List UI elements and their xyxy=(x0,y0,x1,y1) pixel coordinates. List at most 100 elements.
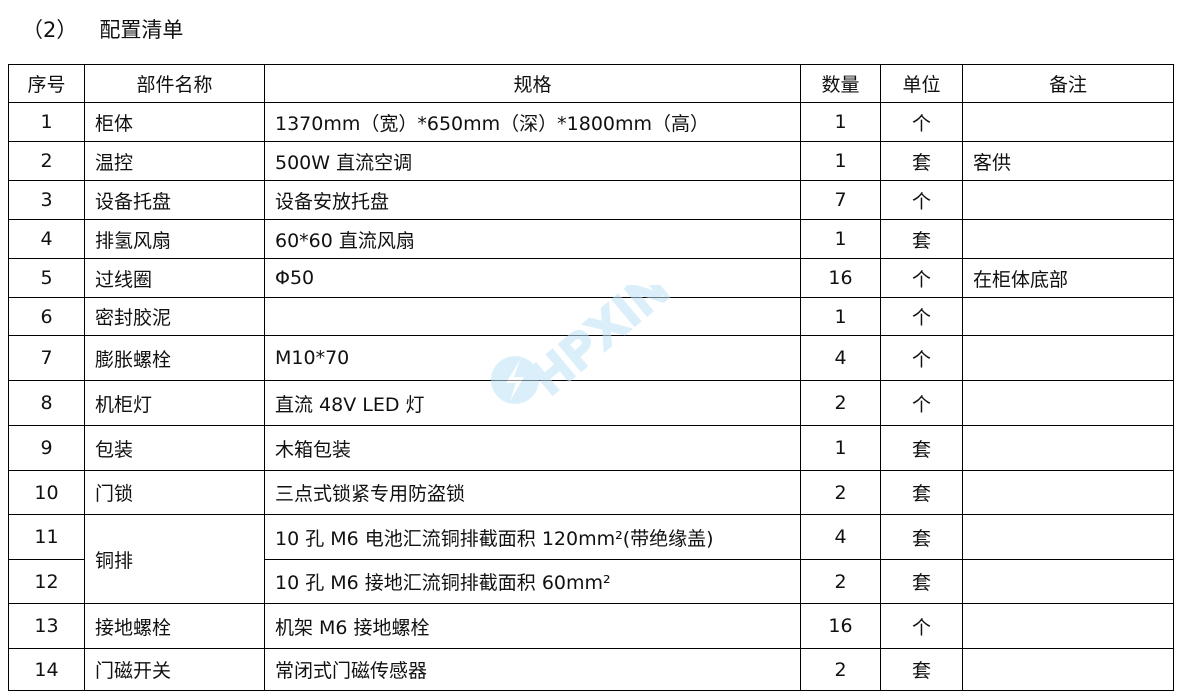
cell-spec: 10 孔 M6 电池汇流铜排截面积 120mm²(带绝缘盖) xyxy=(264,514,801,560)
cell-note: 在柜体底部 xyxy=(962,258,1174,298)
section-heading: 配置清单 xyxy=(99,18,184,42)
cell-spec: Φ50 xyxy=(264,258,801,298)
cell-note xyxy=(962,470,1174,515)
cell-spec: 500W 直流空调 xyxy=(264,141,801,181)
header-qty: 数量 xyxy=(800,64,881,103)
cell-no: 1 xyxy=(8,102,85,142)
cell-no: 7 xyxy=(8,335,85,381)
cell-note xyxy=(962,219,1174,259)
cell-spec: 直流 48V LED 灯 xyxy=(264,380,801,426)
cell-note xyxy=(962,603,1174,649)
table-row: 7 膨胀螺栓 M10*70 4 个 xyxy=(8,335,1174,381)
cell-no: 5 xyxy=(8,258,85,298)
cell-qty: 16 xyxy=(800,258,881,298)
header-name: 部件名称 xyxy=(84,64,265,103)
table-row: 3 设备托盘 设备安放托盘 7 个 xyxy=(8,180,1174,220)
cell-note xyxy=(962,335,1174,381)
cell-note xyxy=(962,648,1174,691)
cell-qty: 1 xyxy=(800,102,881,142)
cell-qty: 1 xyxy=(800,219,881,259)
cell-qty: 1 xyxy=(800,425,881,471)
cell-spec: M10*70 xyxy=(264,335,801,381)
cell-qty: 2 xyxy=(800,380,881,426)
cell-note xyxy=(962,102,1174,142)
config-table: 序号 部件名称 规格 数量 单位 备注 1 柜体 1370mm（宽）*650mm（深… xyxy=(8,64,1174,691)
cell-no: 11 xyxy=(8,514,85,560)
cell-name: 包装 xyxy=(84,425,265,471)
table-row: 12 10 孔 M6 接地汇流铜排截面积 60mm² 2 套 xyxy=(8,559,1174,604)
cell-name: 铜排 xyxy=(84,514,265,604)
cell-name: 门锁 xyxy=(84,470,265,515)
cell-spec: 60*60 直流风扇 xyxy=(264,219,801,259)
cell-qty: 1 xyxy=(800,141,881,181)
cell-spec: 三点式锁紧专用防盗锁 xyxy=(264,470,801,515)
cell-unit: 个 xyxy=(880,335,963,381)
cell-unit: 个 xyxy=(880,258,963,298)
cell-qty: 2 xyxy=(800,470,881,515)
cell-name: 过线圈 xyxy=(84,258,265,298)
cell-name: 温控 xyxy=(84,141,265,181)
cell-no: 6 xyxy=(8,297,85,336)
cell-no: 9 xyxy=(8,425,85,471)
cell-note: 客供 xyxy=(962,141,1174,181)
cell-no: 14 xyxy=(8,648,85,691)
cell-unit: 个 xyxy=(880,297,963,336)
cell-unit: 套 xyxy=(880,514,963,560)
cell-note xyxy=(962,297,1174,336)
cell-qty: 16 xyxy=(800,603,881,649)
cell-spec: 木箱包装 xyxy=(264,425,801,471)
table-row: 9 包装 木箱包装 1 套 xyxy=(8,425,1174,471)
section-title: （2） 配置清单 xyxy=(22,14,205,44)
cell-name: 设备托盘 xyxy=(84,180,265,220)
cell-unit: 套 xyxy=(880,470,963,515)
cell-unit: 个 xyxy=(880,603,963,649)
cell-qty: 1 xyxy=(800,297,881,336)
cell-note xyxy=(962,425,1174,471)
cell-unit: 套 xyxy=(880,425,963,471)
cell-note xyxy=(962,180,1174,220)
cell-no: 4 xyxy=(8,219,85,259)
cell-name: 接地螺栓 xyxy=(84,603,265,649)
cell-unit: 套 xyxy=(880,648,963,691)
header-unit: 单位 xyxy=(880,64,963,103)
cell-qty: 4 xyxy=(800,335,881,381)
section-number: （2） xyxy=(22,18,78,42)
cell-no: 12 xyxy=(8,559,85,604)
cell-note xyxy=(962,380,1174,426)
cell-name: 排氢风扇 xyxy=(84,219,265,259)
header-spec: 规格 xyxy=(264,64,801,103)
cell-name: 柜体 xyxy=(84,102,265,142)
cell-qty: 4 xyxy=(800,514,881,560)
cell-spec: 机架 M6 接地螺栓 xyxy=(264,603,801,649)
table-row: 1 柜体 1370mm（宽）*650mm（深）*1800mm（高） 1 个 xyxy=(8,102,1174,142)
cell-qty: 7 xyxy=(800,180,881,220)
cell-spec xyxy=(264,297,801,336)
table-row: 4 排氢风扇 60*60 直流风扇 1 套 xyxy=(8,219,1174,259)
cell-unit: 个 xyxy=(880,180,963,220)
cell-no: 8 xyxy=(8,380,85,426)
cell-no: 13 xyxy=(8,603,85,649)
cell-no: 2 xyxy=(8,141,85,181)
cell-qty: 2 xyxy=(800,648,881,691)
table-header: 序号 部件名称 规格 数量 单位 备注 xyxy=(8,64,1174,103)
cell-name: 机柜灯 xyxy=(84,380,265,426)
table-row: 13 接地螺栓 机架 M6 接地螺栓 16 个 xyxy=(8,603,1174,649)
header-note: 备注 xyxy=(962,64,1174,103)
table-row: 14 门磁开关 常闭式门磁传感器 2 套 xyxy=(8,648,1174,691)
cell-spec: 1370mm（宽）*650mm（深）*1800mm（高） xyxy=(264,102,801,142)
cell-spec: 设备安放托盘 xyxy=(264,180,801,220)
cell-unit: 个 xyxy=(880,380,963,426)
table-row: 5 过线圈 Φ50 16 个在柜体底部 xyxy=(8,258,1174,298)
cell-spec: 10 孔 M6 接地汇流铜排截面积 60mm² xyxy=(264,559,801,604)
cell-name: 膨胀螺栓 xyxy=(84,335,265,381)
table-row: 11 铜排 10 孔 M6 电池汇流铜排截面积 120mm²(带绝缘盖) 4 套 xyxy=(8,514,1174,604)
cell-no: 3 xyxy=(8,180,85,220)
header-no: 序号 xyxy=(8,64,85,103)
cell-qty: 2 xyxy=(800,559,881,604)
table-row: 10 门锁 三点式锁紧专用防盗锁 2 套 xyxy=(8,470,1174,515)
cell-unit: 套 xyxy=(880,219,963,259)
cell-name: 密封胶泥 xyxy=(84,297,265,336)
cell-unit: 套 xyxy=(880,141,963,181)
cell-name: 门磁开关 xyxy=(84,648,265,691)
table-row: 6 密封胶泥 1 个 xyxy=(8,297,1174,336)
